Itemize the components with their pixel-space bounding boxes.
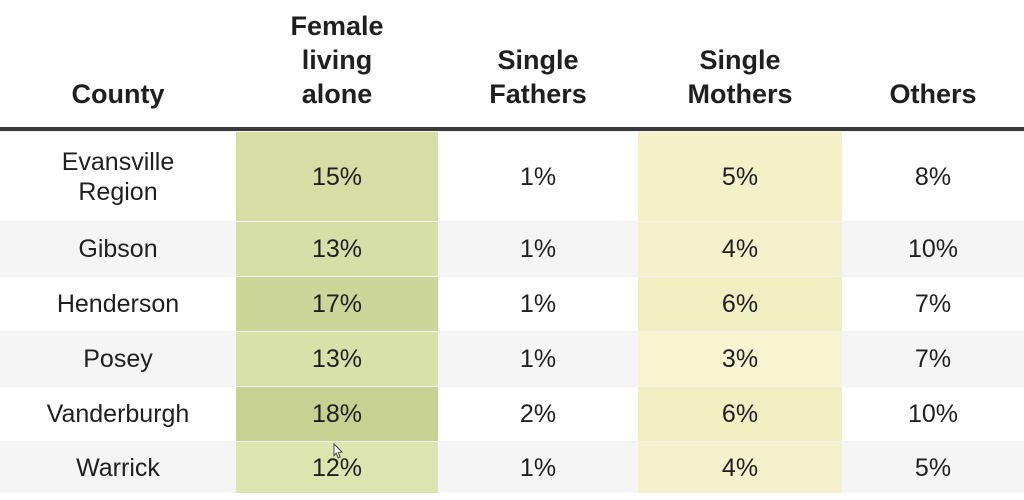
county-name: Vanderburgh xyxy=(46,400,190,428)
county-name: Posey xyxy=(0,332,236,386)
female-alone-cell: 18% xyxy=(236,387,438,441)
table-row: Henderson 17% 1% 6% 7% xyxy=(0,276,1024,331)
county-name: Gibson xyxy=(0,222,236,276)
table-row: Posey 13% 1% 3% 7% xyxy=(0,331,1024,386)
column-header-others: Others xyxy=(889,78,977,109)
single-mothers-cell: 4% xyxy=(638,222,842,276)
county-name: Evansville Region xyxy=(61,147,175,206)
single-fathers-cell: 1% xyxy=(438,442,638,493)
column-header-single-mothers: Single Mothers xyxy=(687,44,793,109)
others-cell: 5% xyxy=(842,442,1024,493)
single-mothers-cell: 5% xyxy=(638,132,842,221)
county-name: Warrick xyxy=(0,442,236,493)
single-mothers-cell: 3% xyxy=(638,332,842,386)
single-mothers-cell: 6% xyxy=(638,277,842,331)
female-alone-cell: 13% xyxy=(236,222,438,276)
others-cell: 8% xyxy=(914,162,952,191)
table-row: Evansville Region 15% 1% 5% 8% xyxy=(0,131,1024,221)
female-alone-cell: 12% xyxy=(236,442,438,493)
female-alone-cell: 13% xyxy=(236,332,438,386)
single-fathers-cell: 2% xyxy=(519,400,557,428)
others-cell: 10% xyxy=(842,222,1024,276)
others-cell: 7% xyxy=(914,290,952,318)
single-mothers-cell: 6% xyxy=(638,387,842,441)
single-mothers-cell: 4% xyxy=(638,442,842,493)
others-cell: 7% xyxy=(842,332,1024,386)
column-header-county: County xyxy=(71,78,165,109)
table-row: Gibson 13% 1% 4% 10% xyxy=(0,221,1024,276)
single-fathers-cell: 1% xyxy=(519,162,557,191)
table-header-row: County Female living alone Single Father… xyxy=(0,0,1024,131)
female-alone-cell: 15% xyxy=(236,132,438,221)
county-name: Henderson xyxy=(56,290,180,318)
single-fathers-cell: 1% xyxy=(438,222,638,276)
single-fathers-cell: 1% xyxy=(438,332,638,386)
column-header-female-alone: Female living alone xyxy=(290,10,384,109)
table-row: Vanderburgh 18% 2% 6% 10% xyxy=(0,386,1024,441)
female-alone-cell: 17% xyxy=(236,277,438,331)
others-cell: 10% xyxy=(907,400,959,428)
single-fathers-cell: 1% xyxy=(519,290,557,318)
column-header-single-fathers: Single Fathers xyxy=(489,44,587,109)
table-row: Warrick 12% 1% 4% 5% xyxy=(0,441,1024,493)
